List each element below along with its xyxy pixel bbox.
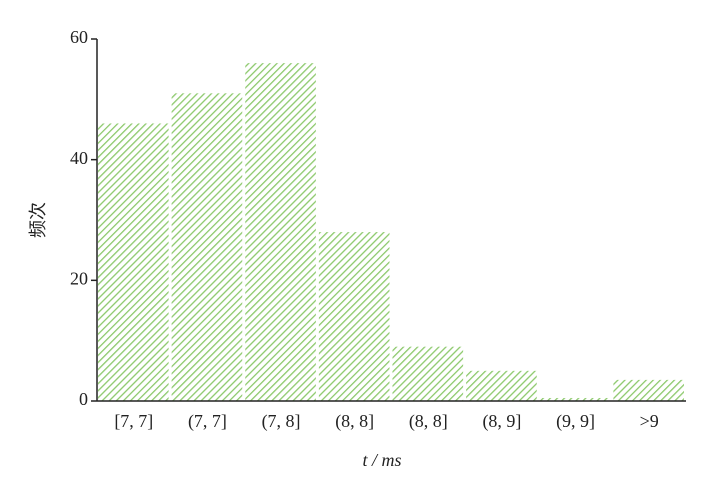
x-tick-label: [7, 7]: [114, 411, 153, 431]
x-axis-label: t / ms: [362, 450, 401, 470]
y-tick-label: 40: [70, 148, 88, 168]
y-tick-label: 20: [70, 268, 88, 288]
x-tick-label: >9: [640, 411, 659, 431]
bar: [98, 123, 169, 401]
x-tick-label: (8, 9]: [482, 411, 521, 432]
bar: [392, 346, 464, 401]
x-tick-label: (7, 8]: [262, 411, 301, 432]
bar: [171, 93, 243, 402]
y-tick-label: 60: [70, 27, 88, 47]
x-tick-label: (8, 8]: [409, 411, 448, 432]
x-tick-label: (7, 7]: [188, 411, 227, 432]
x-tick-label: (8, 8]: [335, 411, 374, 432]
bar: [466, 370, 537, 401]
bar: [245, 63, 316, 402]
bar: [539, 397, 611, 401]
bar: [613, 379, 684, 401]
y-tick-label: 0: [79, 389, 88, 409]
y-axis-label: 频次: [28, 202, 48, 238]
x-tick-label: (9, 9]: [556, 411, 595, 432]
bar: [318, 232, 390, 401]
